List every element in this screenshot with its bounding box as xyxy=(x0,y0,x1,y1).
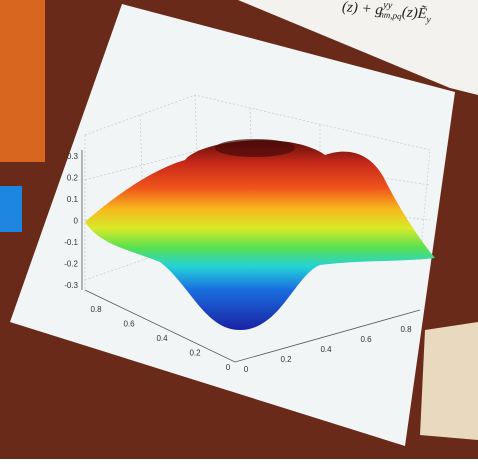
blue-panel xyxy=(0,186,22,232)
base-axes xyxy=(84,289,421,363)
orange-panel xyxy=(0,0,45,162)
tick-label: 0.4 xyxy=(320,345,332,354)
tick-label: 0 xyxy=(244,365,249,374)
surface-peak xyxy=(215,139,295,157)
tick-label: -0.1 xyxy=(64,238,78,247)
formula-panel xyxy=(238,0,478,95)
tick-label: 0.6 xyxy=(360,335,372,344)
tick-label: -0.3 xyxy=(64,281,78,290)
formula-tail: (z)Ẽ xyxy=(401,4,427,23)
surface xyxy=(85,140,435,330)
tick-label: 0 xyxy=(226,363,231,372)
tick-label: 0 xyxy=(74,217,79,226)
formula-tail-sub: y xyxy=(425,15,432,26)
tick-label: 0.2 xyxy=(67,174,79,183)
beige-panel xyxy=(420,322,478,440)
formula-sub: nm,pq xyxy=(379,9,403,21)
tick-label: 0.8 xyxy=(90,305,102,314)
tick-label: 0.2 xyxy=(280,355,292,364)
tick-label: 0.3 xyxy=(67,152,79,161)
tick-label: -0.2 xyxy=(64,260,78,269)
formula-sup: yy xyxy=(382,0,393,12)
tick-label: 0.1 xyxy=(67,195,79,204)
formula-lead: (z) + g xyxy=(341,0,384,19)
tick-label: 0.8 xyxy=(400,325,412,334)
tick-label: 0.6 xyxy=(123,320,135,329)
formula: (z) + gyynm,pq(z)Ẽy xyxy=(341,0,433,26)
tick-label: 0.2 xyxy=(189,349,201,358)
tick-label: 0.4 xyxy=(156,334,168,343)
